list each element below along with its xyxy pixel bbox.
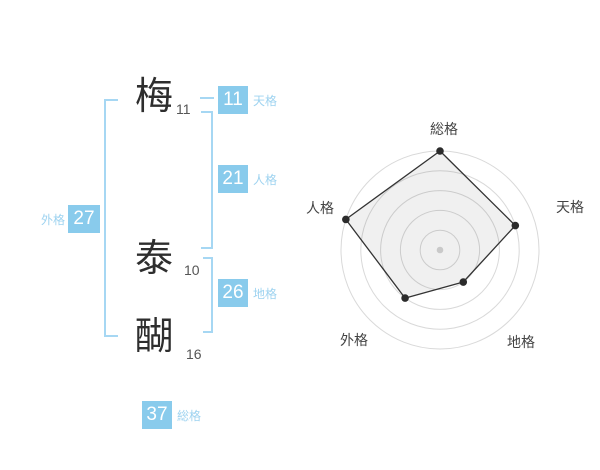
kanji-character-1: 梅 [134, 76, 173, 118]
kanji-character-2: 泰 [134, 238, 173, 280]
radar-data-point [401, 294, 409, 302]
soukaku-badge: 37 [142, 401, 172, 429]
jinkaku-bracket [201, 111, 213, 249]
stroke-count-3: 16 [186, 346, 202, 362]
radar-data-point [511, 221, 520, 230]
tenkaku-label: 天格 [253, 94, 278, 108]
soukaku-label: 総格 [177, 409, 202, 423]
stroke-count-1: 11 [176, 101, 191, 117]
radar-center-dot [436, 246, 444, 254]
radar-data-point [436, 147, 444, 155]
radar-grid-ring [380, 190, 500, 310]
jinkaku-label: 人格 [253, 173, 278, 187]
radar-grid-ring [360, 170, 520, 330]
jinkaku-badge: 21 [218, 165, 248, 193]
gaikaku-bracket [104, 99, 118, 337]
chikaku-label: 地格 [253, 287, 278, 301]
radar-axis-label: 人格 [306, 200, 334, 216]
radar-data-point [459, 278, 468, 286]
gaikaku-label: 外格 [41, 213, 66, 227]
tenkaku-badge: 11 [218, 86, 248, 114]
radar-grid-ring [419, 229, 461, 271]
radar-grid-ring [399, 209, 481, 291]
stroke-count-2: 10 [184, 262, 200, 278]
radar-axis-label: 天格 [556, 199, 584, 215]
gaikaku-badge: 27 [68, 205, 100, 233]
radar-data-polygon [345, 150, 516, 299]
chikaku-bracket [203, 257, 213, 333]
radar-axis-label: 地格 [507, 334, 535, 350]
kanji-character-3: 醐 [134, 316, 173, 358]
tenkaku-tick [200, 97, 214, 99]
radar-axis-label: 外格 [340, 332, 368, 348]
radar-data-point [342, 215, 350, 224]
chikaku-badge: 26 [218, 279, 248, 307]
radar-axis-label: 総格 [430, 121, 458, 137]
